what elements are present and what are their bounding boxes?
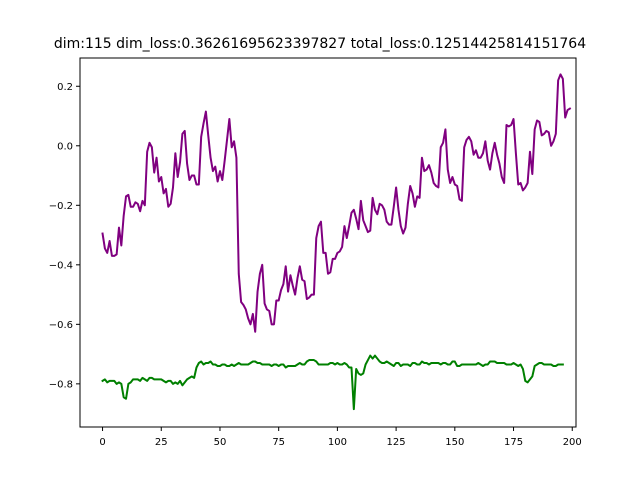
x-tick-label: 175 [504, 437, 523, 448]
series-layer [101, 73, 572, 411]
plot-frame [79, 57, 577, 428]
y-tick-label: −0.4 [49, 260, 73, 271]
y-tick-label: 0.2 [57, 82, 73, 93]
chart-title: dim:115 dim_loss:0.36261695623397827 tot… [54, 36, 586, 52]
x-tick-label: 75 [272, 437, 285, 448]
y-axis: −0.8 −0.6 −0.4 −0.2 0.0 0.2 [49, 82, 80, 390]
x-tick-label: 0 [99, 437, 105, 448]
x-tick-label: 25 [155, 437, 168, 448]
x-tick-label: 125 [387, 437, 406, 448]
series-line-1 [101, 73, 572, 333]
x-tick-label: 100 [328, 437, 347, 448]
y-tick-label: −0.2 [49, 201, 73, 212]
x-tick-label: 200 [563, 437, 582, 448]
y-tick-label: −0.8 [49, 379, 73, 390]
y-tick-label: 0.0 [57, 141, 73, 152]
x-tick-label: 150 [445, 437, 464, 448]
y-tick-label: −0.6 [49, 320, 73, 331]
x-tick-label: 50 [214, 437, 227, 448]
x-axis: 0 25 50 75 100 125 150 175 200 [99, 427, 582, 448]
series-line-2 [101, 354, 564, 411]
